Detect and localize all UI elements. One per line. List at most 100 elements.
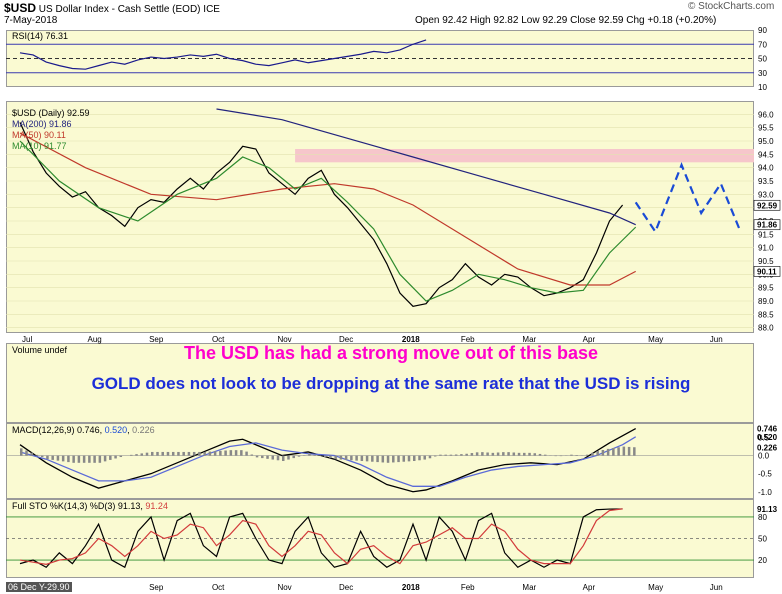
macd-histogram-bar — [444, 454, 447, 456]
price-tag-label: 90.11 — [757, 267, 777, 276]
ma10-legend: MA(10) 91.77 — [12, 141, 67, 151]
macd-histogram-bar — [617, 447, 620, 456]
macd-histogram-bar — [171, 451, 175, 456]
macd-histogram-bar — [329, 455, 332, 459]
macd-histogram-bar — [119, 455, 123, 458]
macd-histogram-bar — [72, 455, 75, 463]
x-tick-label: Nov — [277, 335, 291, 344]
macd-histogram-bar — [601, 449, 605, 456]
macd-histogram-bar — [161, 451, 164, 456]
macd-histogram-bar — [596, 451, 599, 456]
macd-name: MACD(12,26,9) — [12, 425, 75, 435]
macd-tag-label: 0.226 — [757, 443, 778, 452]
rsi-tick-label: 30 — [758, 69, 767, 78]
sto-x-tick-label: Mar — [522, 583, 536, 592]
macd-signal: 0.520 — [104, 425, 128, 435]
macd-histogram-bar — [203, 451, 206, 456]
series-ma-10- — [19, 140, 637, 302]
macd-histogram-bar — [25, 450, 28, 456]
macd-histogram-bar — [130, 454, 133, 456]
macd-histogram-bar — [229, 450, 233, 456]
resistance-zone — [295, 149, 754, 163]
macd-histogram-bar — [282, 455, 285, 461]
macd-histogram-bar — [355, 455, 358, 461]
series-projection — [634, 162, 742, 235]
macd-histogram-bar — [407, 455, 411, 462]
macd-histogram-bar — [67, 455, 70, 463]
macd-label: MACD(12,26,9) 0.746, 0.520, 0.226 — [12, 425, 155, 435]
macd-macd-line — [19, 428, 637, 493]
macd-histogram-bar — [570, 454, 573, 456]
macd-histogram-bar — [575, 455, 578, 456]
quote-line: Open 92.42 High 92.82 Low 92.29 Close 92… — [415, 15, 717, 26]
price-tick-label: 91.5 — [758, 230, 774, 239]
x-tick-label: Mar — [522, 335, 536, 344]
price-tag-label: 92.59 — [757, 201, 778, 210]
macd-histogram-bar — [40, 455, 44, 458]
sto-name: Full STO %K(14,3) %D(3) — [12, 501, 116, 511]
macd-histogram-bar — [140, 453, 144, 456]
macd-histogram-bar — [423, 455, 426, 460]
macd-histogram-bar — [287, 455, 290, 460]
sto-x-tick-label: Apr — [583, 583, 596, 592]
price-tick-label: 94.0 — [758, 164, 774, 173]
macd-histogram-bar — [271, 455, 275, 460]
series-ma-50- — [19, 132, 636, 286]
macd-histogram-bar — [371, 455, 374, 462]
annotation-gold: GOLD does not look to be dropping at the… — [91, 374, 691, 393]
sto-tick-label: 20 — [758, 556, 767, 565]
price-tick-label: 95.0 — [758, 137, 774, 146]
macd-histogram-bar — [266, 455, 269, 459]
instrument-name: US Dollar Index - Cash Settle (EOD) ICE — [38, 4, 220, 15]
price-tick-label: 89.0 — [758, 297, 774, 306]
footer-value: 06 Dec Y-29.90 — [6, 582, 72, 592]
volume-panel — [6, 343, 754, 423]
macd-histogram-bar — [402, 455, 406, 462]
macd-tick-label: 0.0 — [758, 452, 770, 461]
macd-histogram-bar — [554, 455, 557, 457]
macd-histogram-bar — [344, 455, 348, 460]
macd-histogram-bar — [465, 453, 468, 456]
macd-histogram-bar — [313, 454, 316, 456]
sto-label: Full STO %K(14,3) %D(3) 91.13, 91.24 — [12, 501, 168, 511]
macd-histogram-bar — [182, 451, 185, 456]
price-tick-label: 88.5 — [758, 310, 774, 319]
sto-k: 91.13 — [117, 501, 141, 511]
macd-histogram-bar — [255, 455, 259, 458]
ma50-legend: MA(50) 90.11 — [12, 130, 66, 140]
macd-value: 0.746 — [77, 425, 100, 435]
macd-histogram-bar — [93, 455, 96, 463]
macd-histogram-bar — [187, 451, 191, 456]
sto-x-tick-label: Sep — [149, 583, 164, 592]
price-tag-box — [753, 199, 781, 211]
macd-histogram-bar — [502, 452, 505, 456]
macd-histogram-bar — [433, 455, 437, 457]
price-tick-label: 91.0 — [758, 244, 774, 253]
ma200-legend: MA(200) 91.86 — [12, 119, 72, 129]
macd-histogram-bar — [428, 455, 432, 459]
x-tick-label: 2018 — [402, 335, 420, 344]
sto-tick-label: 80 — [758, 513, 767, 522]
price-tick-label: 88.0 — [758, 324, 774, 333]
macd-histogram-bar — [208, 451, 212, 456]
macd-histogram-bar — [88, 455, 91, 463]
sto-x-tick-label: 2018 — [402, 583, 420, 592]
rsi-line — [19, 39, 427, 70]
macd-histogram-bar — [276, 455, 280, 461]
macd-histogram-bar — [250, 454, 254, 456]
macd-histogram-bar — [392, 455, 395, 463]
macd-histogram-bar — [460, 454, 463, 456]
macd-histogram-bar — [612, 447, 615, 456]
macd-histogram-bar — [533, 453, 537, 456]
macd-histogram-bar — [475, 452, 479, 456]
rsi-tick-label: 10 — [758, 83, 767, 92]
price-tag-box — [753, 266, 781, 277]
macd-histogram-bar — [350, 455, 353, 461]
sto-x-tick-label: Jun — [710, 583, 723, 592]
macd-histogram-bar — [376, 455, 379, 463]
macd-histogram-bar — [245, 451, 248, 456]
macd-histogram-bar — [627, 446, 631, 456]
macd-histogram-bar — [145, 452, 149, 456]
